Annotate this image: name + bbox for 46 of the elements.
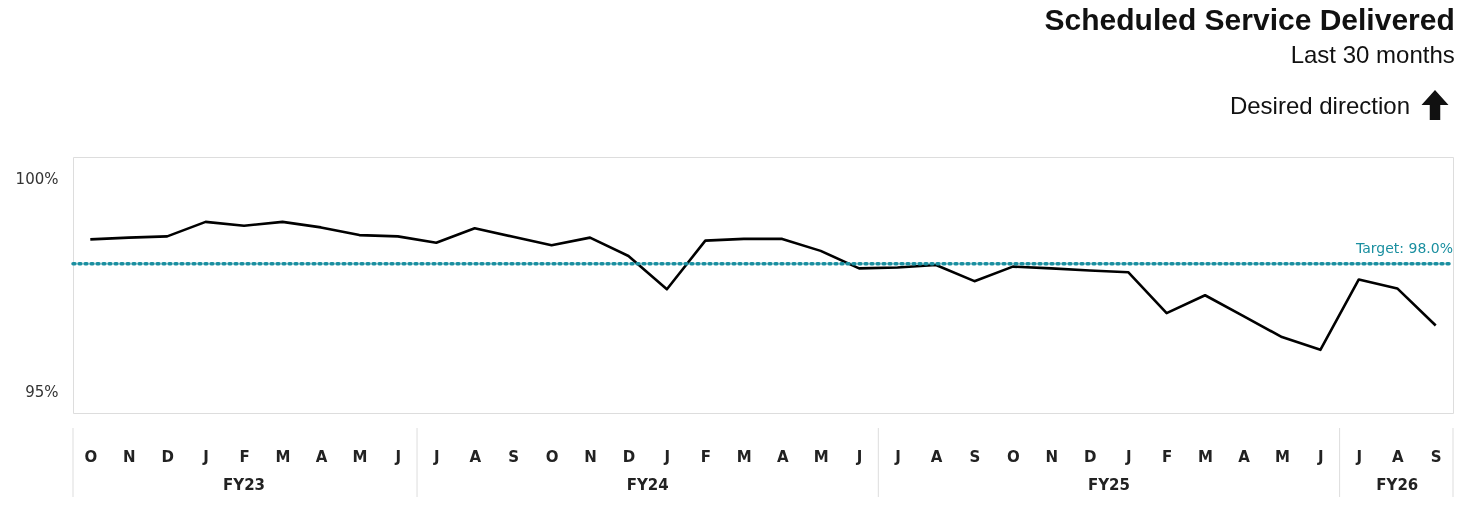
x-tick-label: M xyxy=(813,447,829,466)
x-tick-label: F xyxy=(700,447,711,466)
x-tick-label: O xyxy=(84,447,98,466)
text: FY26 xyxy=(1376,476,1419,494)
x-tick-label: N xyxy=(1045,447,1059,466)
x-tick-label: M xyxy=(275,447,291,466)
x-tick-label: A xyxy=(315,447,328,466)
text: FY24 xyxy=(626,476,669,494)
x-tick-label: A xyxy=(1391,447,1404,466)
y-tick-label: 95% xyxy=(25,383,59,402)
x-tick-label: F xyxy=(1162,447,1173,466)
x-tick-label: J xyxy=(432,447,440,466)
x-tick-label: S xyxy=(1430,447,1442,466)
y-tick-label: 100% xyxy=(15,169,59,188)
chart-subtitle: Last 30 months xyxy=(1290,41,1455,68)
chart-title: Scheduled Service Delivered xyxy=(1044,3,1455,36)
x-tick-label: D xyxy=(1084,447,1097,466)
x-tick-label: J xyxy=(1317,447,1324,466)
x-tick-label: A xyxy=(776,447,789,466)
x-tick-label: A xyxy=(1238,447,1251,466)
x-tick-label: F xyxy=(239,447,250,466)
x-tick-label: J xyxy=(394,447,402,466)
x-tick-label: N xyxy=(122,447,136,466)
ref-line-label: Target: 98.0% xyxy=(1355,239,1453,256)
x-tick-label: J xyxy=(894,447,901,466)
x-tick-label: S xyxy=(969,447,981,466)
x-tick-label: O xyxy=(1006,447,1020,466)
x-tick-label: J xyxy=(1124,447,1132,466)
text: FY23 xyxy=(223,476,266,494)
x-tick-label: M xyxy=(1274,447,1290,466)
x-tick-label: M xyxy=(1198,447,1214,466)
x-tick-label: M xyxy=(736,447,752,466)
x-tick-label: D xyxy=(622,447,636,466)
text: Desired direction xyxy=(1229,92,1410,119)
x-tick-label: D xyxy=(161,447,174,466)
x-tick-label: O xyxy=(545,447,559,466)
x-tick-label: A xyxy=(469,447,482,466)
x-tick-label: M xyxy=(352,447,368,466)
x-tick-label: A xyxy=(930,447,943,466)
text: FY25 xyxy=(1087,476,1130,494)
x-tick-label: J xyxy=(855,447,863,466)
x-tick-label: J xyxy=(663,447,671,466)
x-tick-label: N xyxy=(584,447,597,466)
x-tick-label: J xyxy=(202,447,209,466)
x-tick-label: S xyxy=(508,447,520,466)
x-tick-label: J xyxy=(1355,447,1363,466)
